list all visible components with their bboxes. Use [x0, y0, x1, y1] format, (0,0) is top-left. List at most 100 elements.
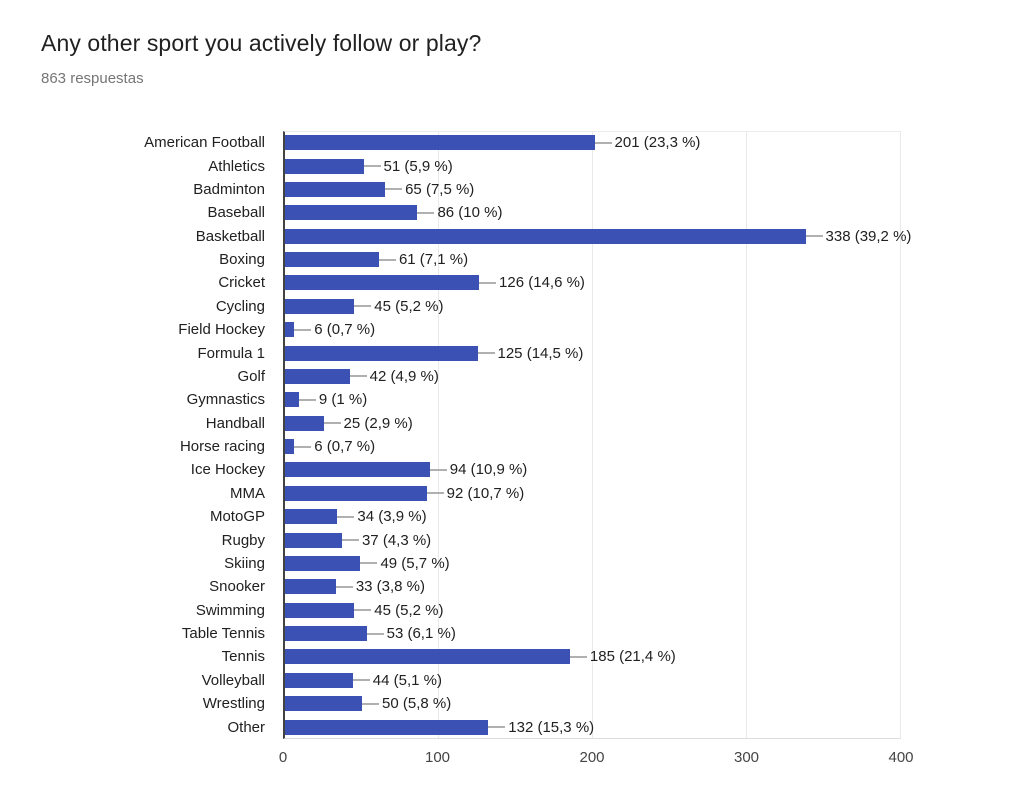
chart-row: Baseball 86 (10 %) — [41, 201, 901, 224]
chart-row: Tennis 185 (21,4 %) — [41, 645, 901, 668]
chart-row: Formula 1 125 (14,5 %) — [41, 341, 901, 364]
category-label: Field Hockey — [178, 321, 265, 339]
bar — [285, 509, 338, 525]
bar-cell: 126 (14,6 %) — [283, 274, 901, 291]
chart-row: Swimming 45 (5,2 %) — [41, 599, 901, 622]
leader-line — [488, 726, 506, 729]
chart-row: Snooker 33 (3,8 %) — [41, 575, 901, 598]
bar-cell: 25 (2,9 %) — [283, 415, 901, 432]
bar-cell: 125 (14,5 %) — [283, 345, 901, 362]
value-label: 92 (10,7 %) — [446, 484, 525, 502]
bar-cell: 33 (3,8 %) — [283, 578, 901, 595]
bar-cell: 6 (0,7 %) — [283, 438, 901, 455]
plot-area — [283, 131, 901, 739]
chart-row: Golf 42 (4,9 %) — [41, 365, 901, 388]
bar-cell: 92 (10,7 %) — [283, 485, 901, 502]
chart-row: Basketball 338 (39,2 %) — [41, 225, 912, 248]
leader-line — [429, 468, 447, 471]
leader-line — [378, 258, 396, 261]
leader-line — [294, 328, 312, 331]
bar — [285, 696, 362, 712]
leader-line — [805, 235, 823, 238]
bar — [285, 602, 355, 618]
gridline — [592, 132, 593, 738]
category-label: Skiing — [224, 554, 265, 572]
bar — [285, 415, 324, 431]
leader-line — [426, 492, 444, 495]
bar — [285, 555, 361, 571]
bar — [285, 672, 353, 688]
bar-cell: 34 (3,9 %) — [283, 508, 901, 525]
leader-line — [323, 422, 341, 425]
value-label: 53 (6,1 %) — [386, 625, 456, 643]
value-label: 51 (5,9 %) — [383, 157, 453, 175]
bar-cell: 49 (5,7 %) — [283, 555, 901, 572]
value-label: 45 (5,2 %) — [374, 601, 444, 619]
value-label: 126 (14,6 %) — [499, 274, 585, 292]
leader-line — [477, 352, 495, 355]
category-label: Gymnastics — [186, 391, 265, 409]
bar — [285, 719, 489, 735]
value-label: 9 (1 %) — [318, 391, 368, 409]
chart-row: Table Tennis 53 (6,1 %) — [41, 622, 901, 645]
chart-row: Athletics 51 (5,9 %) — [41, 154, 901, 177]
leader-line — [569, 655, 587, 658]
chart-header: Any other sport you actively follow or p… — [0, 0, 1019, 87]
leader-line — [417, 211, 435, 214]
category-label: Formula 1 — [197, 344, 265, 362]
bar-cell: 61 (7,1 %) — [283, 251, 901, 268]
bar — [285, 532, 342, 548]
chart-row: Rugby 37 (4,3 %) — [41, 528, 901, 551]
x-tick-label: 400 — [888, 749, 914, 766]
value-label: 37 (4,3 %) — [361, 531, 432, 549]
chart-row: Other 132 (15,3 %) — [41, 715, 901, 738]
leader-line — [335, 585, 353, 588]
bar-cell: 94 (10,9 %) — [283, 461, 901, 478]
leader-line — [341, 539, 359, 542]
x-tick-label: 300 — [733, 749, 760, 766]
chart-row: Gymnastics 9 (1 %) — [41, 388, 901, 411]
bar — [285, 205, 418, 221]
x-tick-label: 100 — [424, 749, 451, 766]
bar — [285, 368, 350, 384]
bar — [285, 298, 355, 314]
bar-cell: 185 (21,4 %) — [283, 648, 901, 665]
value-label: 49 (5,7 %) — [380, 554, 450, 572]
category-label: Badminton — [193, 180, 265, 198]
bar — [285, 252, 379, 268]
chart-row: Horse racing 6 (0,7 %) — [41, 435, 901, 458]
value-label: 33 (3,8 %) — [355, 578, 426, 596]
category-label: Ice Hockey — [190, 461, 265, 479]
category-label: Other — [227, 718, 265, 736]
chart-body: American Football 201 (23,3 %) Athletics… — [41, 131, 912, 739]
leader-line — [479, 281, 497, 284]
bar — [285, 158, 364, 174]
bar-cell: 6 (0,7 %) — [283, 321, 901, 338]
value-label: 132 (15,3 %) — [508, 718, 595, 736]
bar-cell: 9 (1 %) — [283, 391, 901, 408]
bar-cell: 51 (5,9 %) — [283, 158, 901, 175]
bar — [285, 649, 570, 665]
chart-row: Boxing 61 (7,1 %) — [41, 248, 901, 271]
category-label: Snooker — [209, 578, 265, 596]
bar — [285, 439, 295, 455]
chart-row: MotoGP 34 (3,9 %) — [41, 505, 901, 528]
value-label: 6 (0,7 %) — [314, 438, 376, 456]
category-label: Swimming — [195, 601, 265, 619]
category-label: Cycling — [215, 297, 265, 315]
bar — [285, 485, 427, 501]
bar — [285, 322, 295, 338]
leader-line — [360, 562, 378, 565]
bar-cell: 42 (4,9 %) — [283, 368, 901, 385]
chart-rows: American Football 201 (23,3 %) Athletics… — [41, 131, 912, 739]
x-tick-label: 0 — [278, 749, 288, 766]
category-label: MotoGP — [209, 508, 265, 526]
gridline — [438, 132, 439, 738]
bar-cell: 86 (10 %) — [283, 204, 901, 221]
category-label: Handball — [205, 414, 265, 432]
category-label: Tennis — [221, 648, 265, 666]
category-label: MMA — [230, 484, 265, 502]
category-label: Baseball — [207, 204, 265, 222]
bar — [285, 135, 595, 151]
